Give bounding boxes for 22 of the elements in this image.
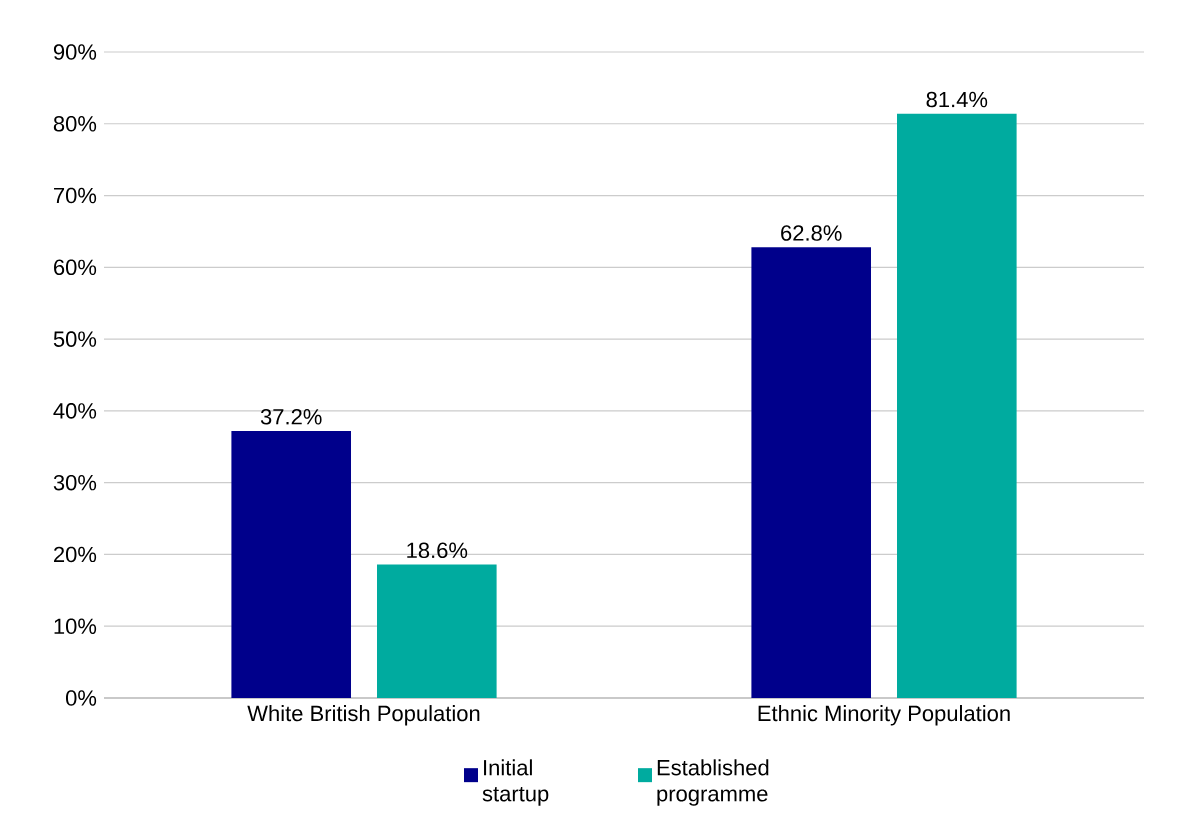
- data-label: 81.4%: [926, 91, 988, 108]
- data-label: 18.6%: [407, 542, 468, 559]
- legend-label: Initial startup: [482, 759, 549, 806]
- x-tick-label: White British Population: [247, 705, 480, 726]
- y-tick-label: 40%: [53, 403, 97, 419]
- y-tick-label: 0%: [65, 690, 97, 706]
- bar: [897, 113, 1017, 698]
- data-label: 62.8%: [781, 225, 842, 241]
- y-tick-label: 10%: [54, 618, 97, 634]
- bar: [377, 564, 497, 698]
- bar: [231, 430, 352, 698]
- y-tick-label: 90%: [53, 44, 97, 60]
- y-tick-label: 50%: [53, 331, 97, 347]
- x-tick-label: Ethnic Minority Population: [758, 705, 1010, 726]
- y-tick-label: 20%: [54, 546, 97, 563]
- y-tick-label: 70%: [54, 187, 97, 204]
- bar: [751, 247, 871, 698]
- y-tick-label: 60%: [54, 259, 97, 276]
- y-tick-label: 30%: [53, 474, 97, 491]
- data-label: 37.2%: [260, 409, 322, 425]
- legend-label: Established programme: [657, 759, 769, 806]
- y-tick-label: 80%: [53, 116, 97, 132]
